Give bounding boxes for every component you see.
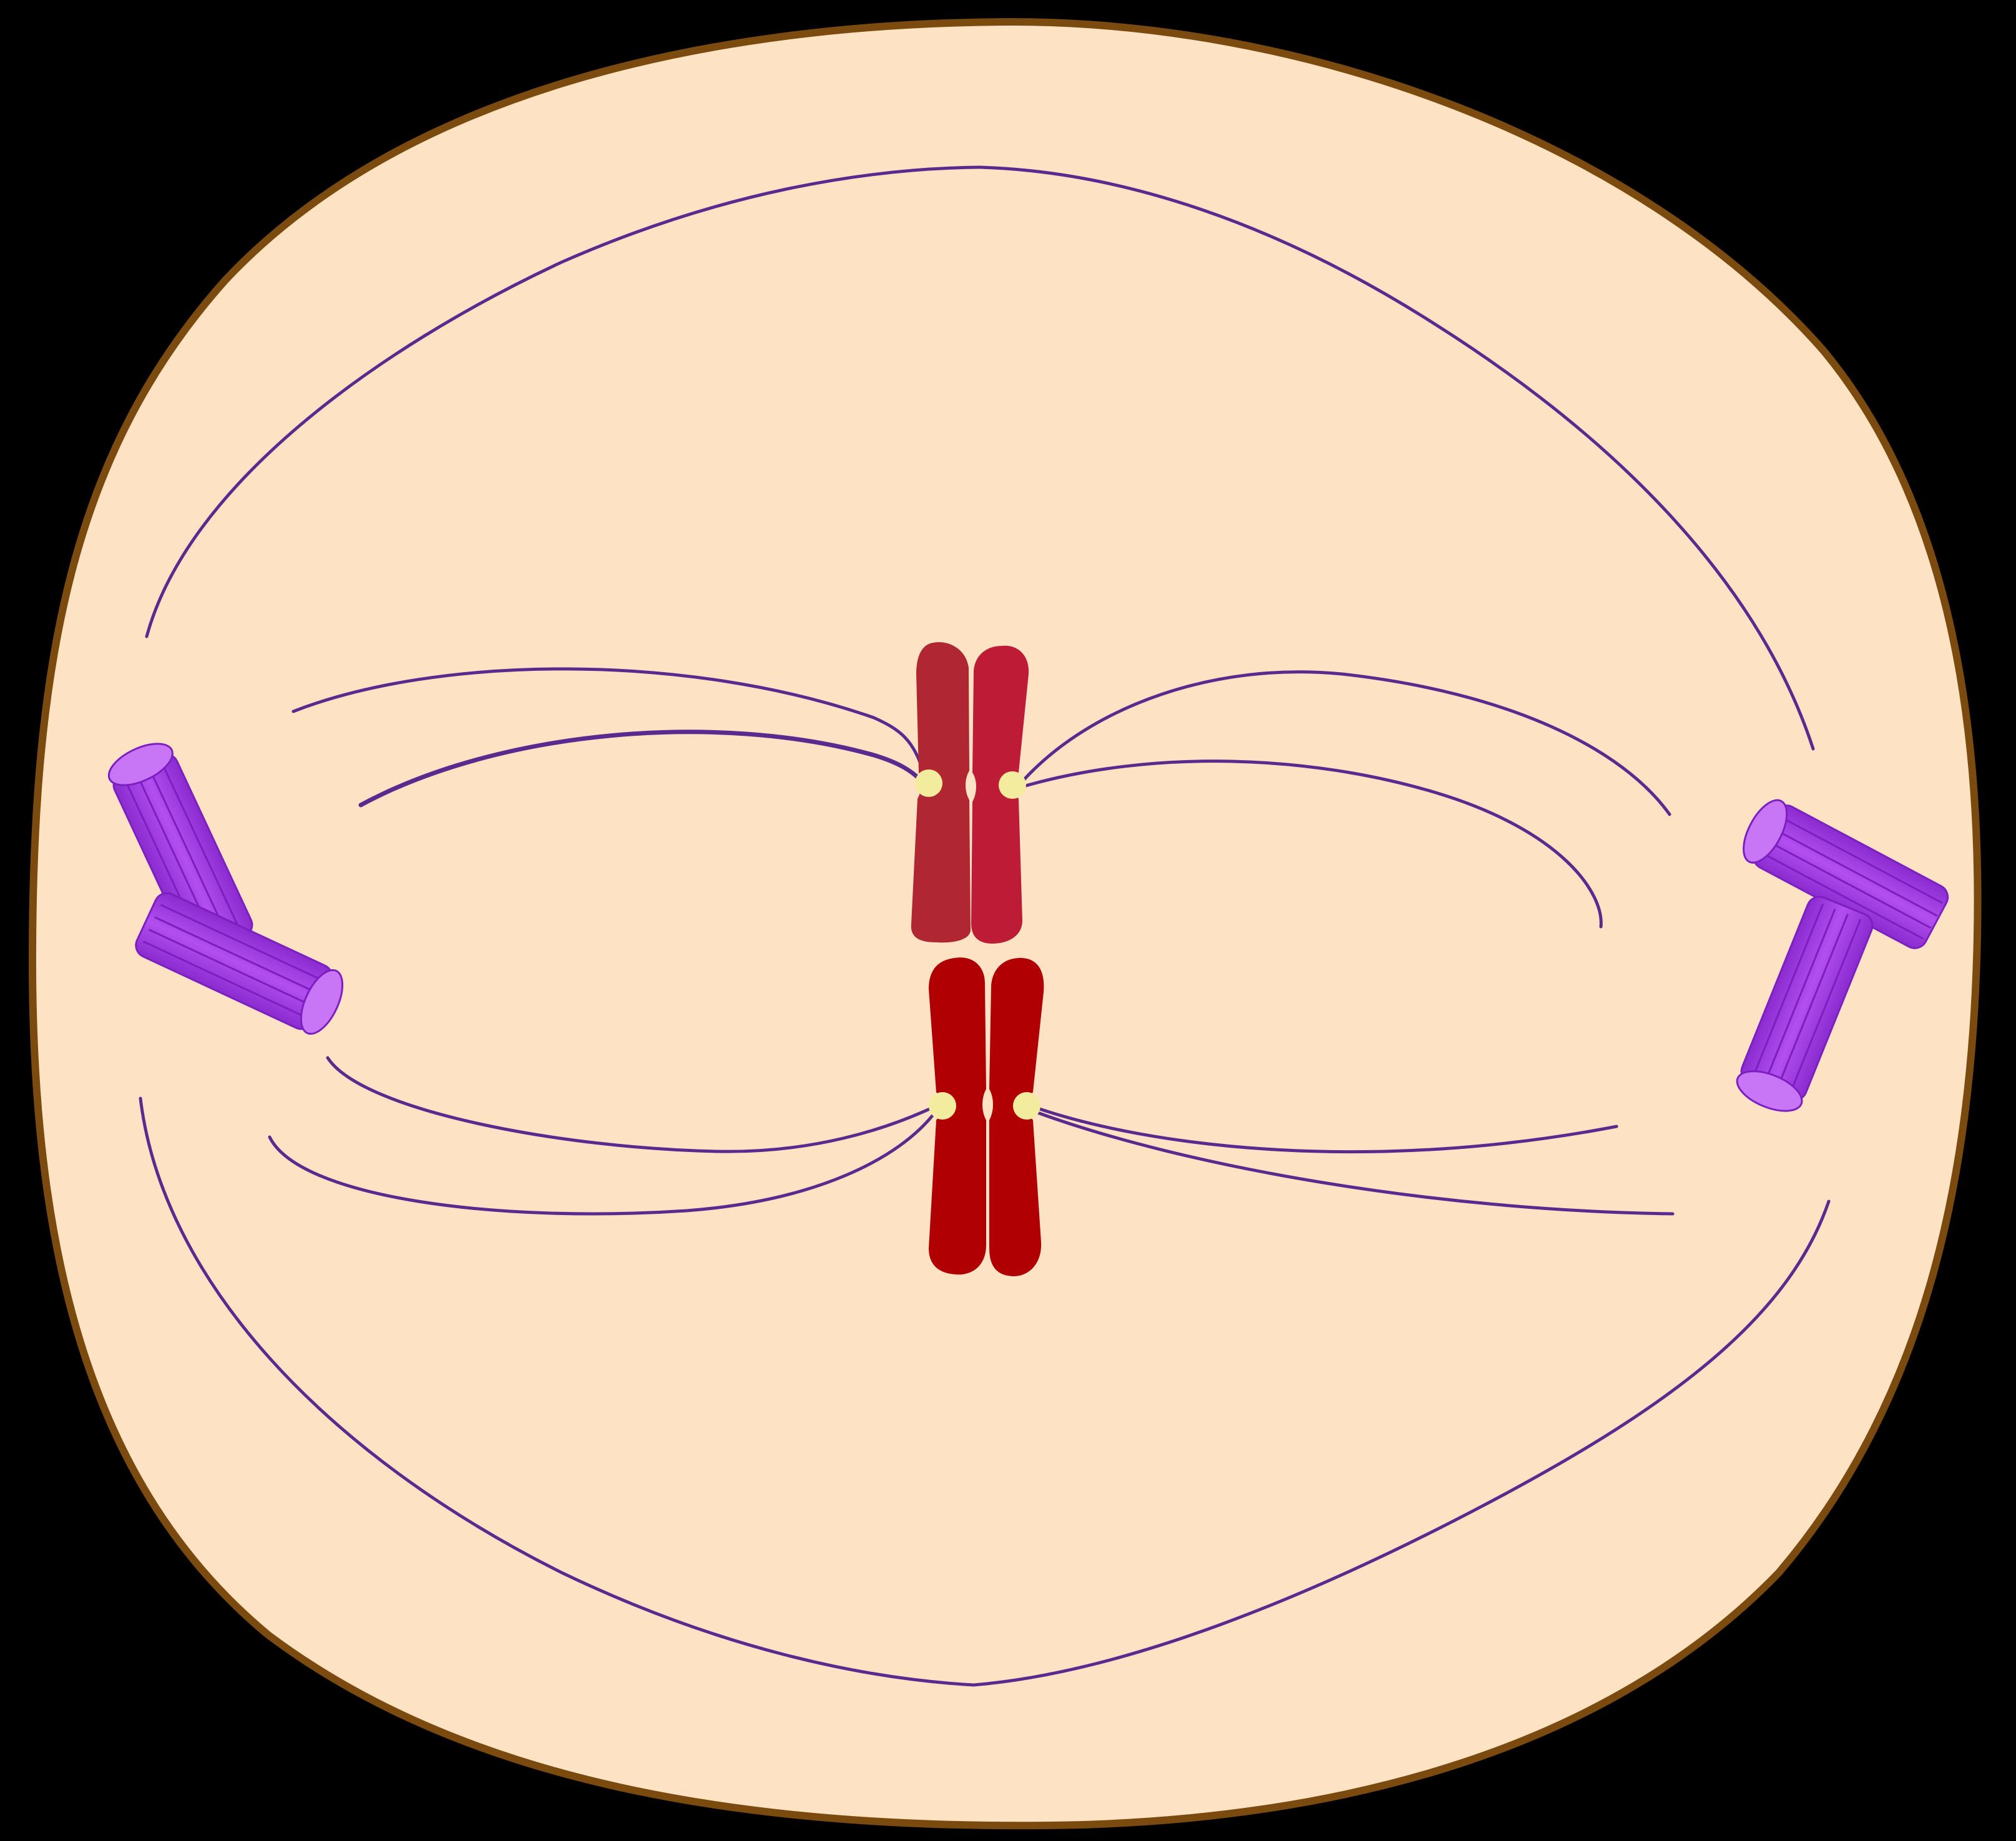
centriole-pair-left: [107, 743, 344, 1035]
spindle-fiber-outer-top: [145, 165, 982, 638]
centriole: [1736, 896, 1874, 1112]
spindle-fiber: [1022, 670, 1671, 816]
spindle-fiber: [1034, 1110, 1675, 1216]
chromatid-lower-right: [989, 958, 1044, 1276]
chromatid-lower-left: [929, 957, 986, 1275]
chromatid-upper-left: [911, 642, 971, 943]
spindle-fiber: [1022, 759, 1603, 929]
chromosome-upper: [911, 642, 1029, 944]
spindle-fiber-outer-bottom: [972, 1199, 1831, 1687]
centromere: [1013, 1092, 1040, 1120]
centromere: [999, 771, 1026, 799]
spindle-fiber: [291, 667, 926, 776]
centromere: [929, 1092, 956, 1120]
centriole: [1743, 799, 1949, 949]
centromere: [915, 769, 942, 797]
centriole: [135, 892, 344, 1035]
spindle-fiber: [1034, 1106, 1618, 1154]
spindle-fiber-outer-top: [978, 165, 1815, 751]
chromatid-upper-right: [971, 645, 1029, 944]
spindle-fiber-outer-bottom: [139, 1096, 976, 1687]
chromosome-lower: [929, 957, 1044, 1276]
spindle-fibers: [139, 165, 1831, 1687]
centriole-pair-right: [1736, 799, 1949, 1112]
spindle-fiber: [358, 730, 923, 808]
spindle-fiber: [326, 1056, 938, 1153]
spindle-fiber: [268, 1109, 938, 1216]
